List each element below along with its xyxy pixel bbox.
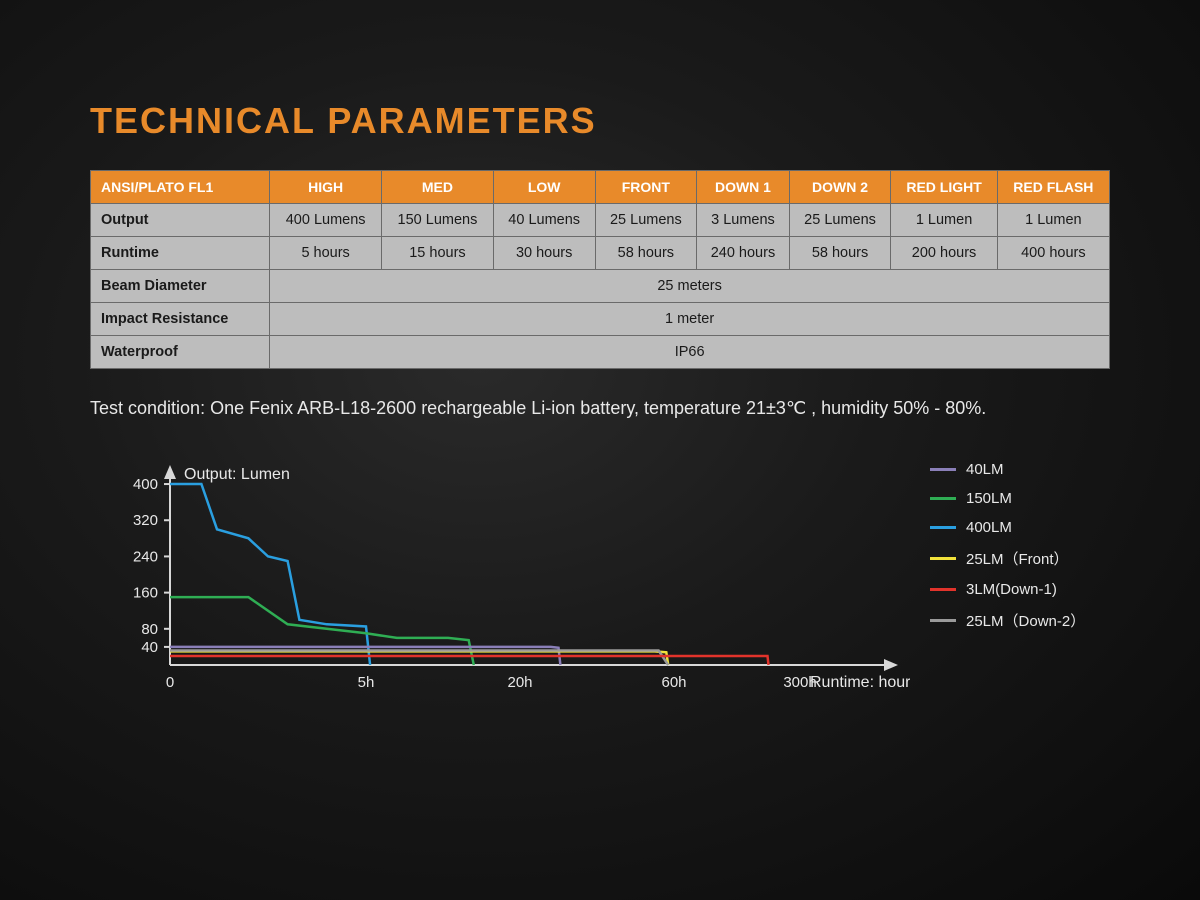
legend-swatch	[930, 588, 956, 591]
table-cell: 1 Lumen	[997, 204, 1109, 237]
legend-item: 25LM（Down-2）	[930, 610, 1085, 631]
legend-item: 150LM	[930, 490, 1085, 507]
legend-label: 400LM	[966, 519, 1012, 536]
legend-item: 400LM	[930, 519, 1085, 536]
table-cell: 150 Lumens	[382, 204, 494, 237]
table-cell-spanned: 1 meter	[270, 303, 1110, 336]
table-row: Runtime5 hours15 hours30 hours58 hours24…	[91, 237, 1110, 270]
row-label: Output	[91, 204, 270, 237]
table-header-mode: RED FLASH	[997, 171, 1109, 204]
legend-item: 25LM（Front）	[930, 548, 1085, 569]
legend-swatch	[930, 497, 956, 500]
legend-label: 25LM（Down-2）	[966, 610, 1085, 631]
legend-swatch	[930, 557, 956, 560]
legend-swatch	[930, 619, 956, 622]
legend-label: 40LM	[966, 461, 1004, 478]
svg-text:20h: 20h	[507, 674, 532, 691]
legend-swatch	[930, 468, 956, 471]
table-header-mode: DOWN 1	[697, 171, 790, 204]
svg-text:160: 160	[133, 585, 158, 602]
table-row: WaterproofIP66	[91, 336, 1110, 369]
legend-swatch	[930, 526, 956, 529]
table-cell-spanned: IP66	[270, 336, 1110, 369]
row-label: Beam Diameter	[91, 270, 270, 303]
legend-item: 3LM(Down-1)	[930, 581, 1085, 598]
legend-item: 40LM	[930, 461, 1085, 478]
table-cell: 200 hours	[891, 237, 997, 270]
table-cell: 240 hours	[697, 237, 790, 270]
table-cell: 58 hours	[789, 237, 891, 270]
table-cell: 25 Lumens	[789, 204, 891, 237]
legend-label: 150LM	[966, 490, 1012, 507]
row-label: Waterproof	[91, 336, 270, 369]
table-cell: 1 Lumen	[891, 204, 997, 237]
table-row: Impact Resistance1 meter	[91, 303, 1110, 336]
runtime-chart: 408016024032040005h20h60h300hOutput: Lum…	[90, 455, 910, 705]
svg-text:40: 40	[141, 639, 158, 656]
table-header-mode: MED	[382, 171, 494, 204]
table-cell: 40 Lumens	[493, 204, 595, 237]
legend-label: 25LM（Front）	[966, 548, 1069, 569]
table-header-mode: DOWN 2	[789, 171, 891, 204]
svg-text:60h: 60h	[661, 674, 686, 691]
svg-text:240: 240	[133, 549, 158, 566]
table-cell: 400 Lumens	[270, 204, 382, 237]
table-header-rowlabel: ANSI/PLATO FL1	[91, 171, 270, 204]
page-title: TECHNICAL PARAMETERS	[90, 100, 1110, 142]
svg-text:Runtime: hour: Runtime: hour	[810, 674, 910, 691]
svg-text:Output: Lumen: Output: Lumen	[184, 466, 290, 483]
table-header-mode: RED LIGHT	[891, 171, 997, 204]
table-cell: 400 hours	[997, 237, 1109, 270]
svg-text:5h: 5h	[358, 674, 375, 691]
table-cell: 25 Lumens	[595, 204, 697, 237]
table-cell: 58 hours	[595, 237, 697, 270]
svg-text:400: 400	[133, 476, 158, 493]
test-condition-note: Test condition: One Fenix ARB-L18-2600 r…	[90, 391, 1110, 425]
svg-text:80: 80	[141, 621, 158, 638]
params-table: ANSI/PLATO FL1HIGHMEDLOWFRONTDOWN 1DOWN …	[90, 170, 1110, 369]
table-cell: 3 Lumens	[697, 204, 790, 237]
table-row: Beam Diameter25 meters	[91, 270, 1110, 303]
chart-legend: 40LM 150LM 400LM 25LM（Front） 3LM(Down-1) 25LM…	[930, 461, 1085, 643]
table-cell: 30 hours	[493, 237, 595, 270]
table-cell: 5 hours	[270, 237, 382, 270]
svg-text:0: 0	[166, 674, 174, 691]
table-row: Output400 Lumens150 Lumens40 Lumens25 Lu…	[91, 204, 1110, 237]
table-header-mode: FRONT	[595, 171, 697, 204]
legend-label: 3LM(Down-1)	[966, 581, 1057, 598]
svg-text:320: 320	[133, 512, 158, 529]
table-cell-spanned: 25 meters	[270, 270, 1110, 303]
table-header-mode: HIGH	[270, 171, 382, 204]
table-header-mode: LOW	[493, 171, 595, 204]
table-cell: 15 hours	[382, 237, 494, 270]
row-label: Runtime	[91, 237, 270, 270]
row-label: Impact Resistance	[91, 303, 270, 336]
